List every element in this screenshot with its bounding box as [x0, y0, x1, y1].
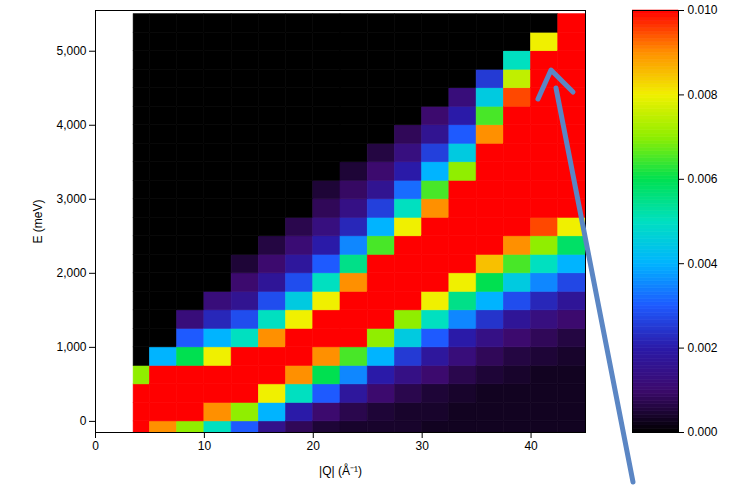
svg-text:4,000: 4,000 — [56, 118, 86, 132]
svg-text:0.000: 0.000 — [688, 425, 718, 439]
svg-text:1,000: 1,000 — [56, 340, 86, 354]
svg-text:0.006: 0.006 — [688, 172, 718, 186]
svg-text:2,000: 2,000 — [56, 266, 86, 280]
svg-text:0.008: 0.008 — [688, 88, 718, 102]
svg-text:20: 20 — [307, 439, 321, 453]
svg-text:3,000: 3,000 — [56, 192, 86, 206]
svg-text:E (meV): E (meV) — [31, 199, 45, 243]
svg-text:0.010: 0.010 — [688, 3, 718, 17]
svg-text:|Q| (Å⁻¹): |Q| (Å⁻¹) — [319, 463, 362, 478]
svg-text:30: 30 — [415, 439, 429, 453]
svg-text:10: 10 — [198, 439, 212, 453]
svg-text:5,000: 5,000 — [56, 44, 86, 58]
svg-text:0: 0 — [80, 414, 87, 428]
svg-text:0.004: 0.004 — [688, 257, 718, 271]
svg-text:0: 0 — [92, 439, 99, 453]
svg-text:0.002: 0.002 — [688, 341, 718, 355]
svg-text:40: 40 — [524, 439, 538, 453]
